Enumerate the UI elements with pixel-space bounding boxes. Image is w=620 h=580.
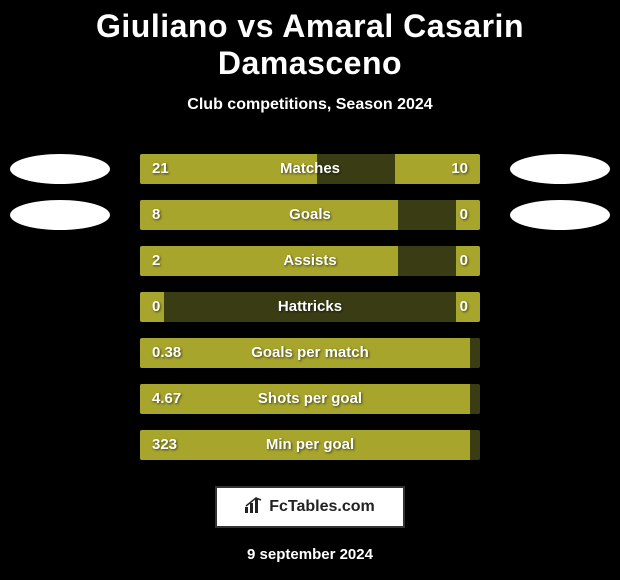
stat-row: 323Min per goal (0, 422, 620, 468)
stat-label: Goals (140, 200, 480, 230)
stat-row: 21Matches10 (0, 146, 620, 192)
chart-icon (245, 497, 263, 518)
stat-label: Matches (140, 154, 480, 184)
player-badge-left (10, 154, 110, 184)
stat-row: 2Assists0 (0, 238, 620, 284)
player-badge-left (10, 200, 110, 230)
stat-row: 0Hattricks0 (0, 284, 620, 330)
stat-label: Hattricks (140, 292, 480, 322)
stat-bar: 0.38Goals per match (140, 338, 480, 368)
stats-list: 21Matches108Goals02Assists00Hattricks00.… (0, 146, 620, 468)
stat-bar: 323Min per goal (140, 430, 480, 460)
stat-row: 0.38Goals per match (0, 330, 620, 376)
player-badge-right (510, 154, 610, 184)
stat-value-right: 10 (451, 154, 468, 184)
page-title: Giuliano vs Amaral Casarin Damasceno (0, 8, 620, 82)
brand-text: FcTables.com (269, 498, 375, 516)
stat-value-right: 0 (460, 246, 468, 276)
stat-label: Assists (140, 246, 480, 276)
stat-label: Goals per match (140, 338, 480, 368)
player-badge-right (510, 200, 610, 230)
stat-bar: 0Hattricks0 (140, 292, 480, 322)
subtitle: Club competitions, Season 2024 (0, 96, 620, 114)
stat-row: 4.67Shots per goal (0, 376, 620, 422)
stat-bar: 21Matches10 (140, 154, 480, 184)
stat-label: Min per goal (140, 430, 480, 460)
stat-label: Shots per goal (140, 384, 480, 414)
stat-row: 8Goals0 (0, 192, 620, 238)
stat-value-right: 0 (460, 200, 468, 230)
stat-bar: 4.67Shots per goal (140, 384, 480, 414)
comparison-card: Giuliano vs Amaral Casarin Damasceno Clu… (0, 0, 620, 580)
brand-logo: FcTables.com (215, 486, 405, 528)
stat-bar: 8Goals0 (140, 200, 480, 230)
stat-value-right: 0 (460, 292, 468, 322)
stat-bar: 2Assists0 (140, 246, 480, 276)
footer-date: 9 september 2024 (0, 546, 620, 563)
